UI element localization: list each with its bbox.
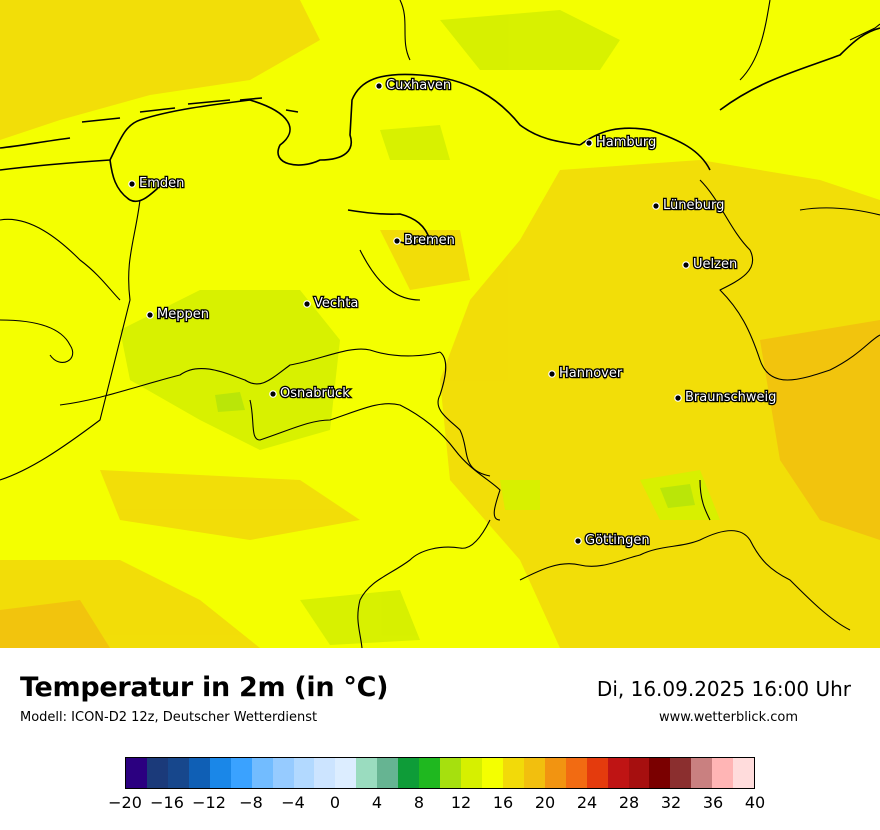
city-dot — [682, 261, 690, 269]
city-dot — [674, 394, 682, 402]
city-label: Braunschweig — [685, 390, 776, 405]
color-scale-swatch — [398, 758, 420, 788]
cool-regions — [120, 10, 720, 645]
city-dot — [303, 300, 311, 308]
color-scale-swatch — [565, 758, 587, 788]
color-scale-swatch — [335, 758, 357, 788]
city-markers: Cuxhaven Hamburg Emden Lüneburg Bremen Uelzen… — [128, 77, 778, 549]
city-marker: Meppen — [146, 306, 210, 323]
city-label: Cuxhaven — [386, 78, 451, 93]
city-marker: Bremen — [393, 232, 456, 249]
city-marker: Göttingen — [574, 532, 651, 549]
city-dot — [393, 237, 401, 245]
city-label: Hannover — [559, 366, 623, 381]
color-scale-swatch — [733, 758, 755, 788]
city-marker: Cuxhaven — [375, 77, 452, 94]
color-scale-tick-label: 24 — [576, 793, 598, 812]
valid-datetime: Di, 16.09.2025 16:00 Uhr — [596, 677, 851, 701]
temperature-map: Cuxhaven Hamburg Emden Lüneburg Bremen Uelzen… — [0, 0, 880, 648]
color-scale-swatch — [230, 758, 252, 788]
city-dot — [146, 311, 154, 319]
borders — [0, 0, 880, 648]
city-label: Göttingen — [585, 533, 650, 548]
color-scale-swatch — [523, 758, 545, 788]
city-label: Vechta — [314, 296, 358, 311]
city-label: Osnabrück — [280, 386, 350, 401]
color-scale-swatch — [146, 758, 168, 788]
color-scale-swatch — [188, 758, 210, 788]
color-scale-tick-label: 16 — [492, 793, 514, 812]
color-scale-tick-label: 32 — [660, 793, 682, 812]
city-dot — [585, 139, 593, 147]
color-scale-tick-label: −16 — [150, 793, 184, 812]
color-scale-swatch — [314, 758, 336, 788]
model-subtitle: Modell: ICON-D2 12z, Deutscher Wetterdie… — [20, 710, 318, 725]
color-scale-tick-label: 4 — [371, 793, 383, 812]
color-scale-swatch — [293, 758, 315, 788]
color-scale-swatch — [419, 758, 441, 788]
color-scale-swatch — [126, 758, 147, 788]
city-marker: Emden — [128, 175, 186, 192]
city-label: Uelzen — [693, 257, 737, 272]
color-scale-tick-label: 12 — [450, 793, 472, 812]
color-scale-bar — [125, 757, 755, 789]
coastlines — [0, 27, 880, 245]
color-scale-swatch — [670, 758, 692, 788]
city-dot — [574, 537, 582, 545]
color-scale-swatch — [691, 758, 713, 788]
color-scale-swatch — [272, 758, 294, 788]
color-scale-swatch — [167, 758, 189, 788]
city-label: Hamburg — [596, 135, 656, 150]
city-dot — [548, 370, 556, 378]
website-link[interactable]: www.wetterblick.com — [658, 710, 798, 725]
color-scale-tick-label: 40 — [744, 793, 766, 812]
color-scale-swatch — [586, 758, 608, 788]
color-scale-swatch — [461, 758, 482, 788]
city-label: Meppen — [157, 307, 209, 322]
color-scale-swatch — [649, 758, 671, 788]
city-dot — [375, 82, 383, 90]
color-scale-ticks: −20 −16 −12 −8 −4 0 4 8 12 16 20 24 28 32 36 40 — [0, 793, 880, 817]
city-label: Lüneburg — [663, 198, 724, 213]
city-marker: Uelzen — [682, 256, 738, 273]
color-scale-swatch — [712, 758, 734, 788]
color-scale-swatch — [481, 758, 503, 788]
color-scale-swatch — [251, 758, 273, 788]
city-dot — [269, 390, 277, 398]
color-scale-tick-label: 0 — [329, 793, 341, 812]
color-scale-tick-label: −12 — [192, 793, 226, 812]
color-scale-tick-label: 8 — [413, 793, 425, 812]
city-marker: Braunschweig — [674, 389, 778, 406]
color-scale-tick-label: 36 — [702, 793, 724, 812]
color-scale-swatch — [628, 758, 650, 788]
city-label: Bremen — [404, 233, 455, 248]
hot-regions — [0, 320, 880, 648]
city-dot — [128, 180, 136, 188]
color-scale-swatch — [356, 758, 378, 788]
cooler-spots — [215, 392, 695, 508]
city-marker: Hannover — [548, 365, 624, 382]
color-scale-swatch — [502, 758, 524, 788]
color-scale-swatch — [607, 758, 629, 788]
color-scale-tick-label: 20 — [534, 793, 556, 812]
city-dot — [652, 202, 660, 210]
color-scale-swatch — [544, 758, 566, 788]
color-scale-tick-label: −8 — [239, 793, 263, 812]
warm-regions — [0, 0, 880, 648]
city-label: Emden — [139, 176, 184, 191]
color-scale-tick-label: 28 — [618, 793, 640, 812]
city-marker: Osnabrück — [269, 385, 351, 402]
color-scale-swatch — [440, 758, 461, 788]
color-scale-swatch — [209, 758, 231, 788]
city-marker: Vechta — [303, 295, 360, 312]
city-marker: Lüneburg — [652, 197, 726, 214]
city-marker: Hamburg — [585, 134, 658, 151]
chart-title: Temperatur in 2m (in °C) — [20, 672, 389, 703]
color-scale-swatch — [377, 758, 399, 788]
color-scale-tick-label: −20 — [108, 793, 142, 812]
color-scale-tick-label: −4 — [281, 793, 305, 812]
